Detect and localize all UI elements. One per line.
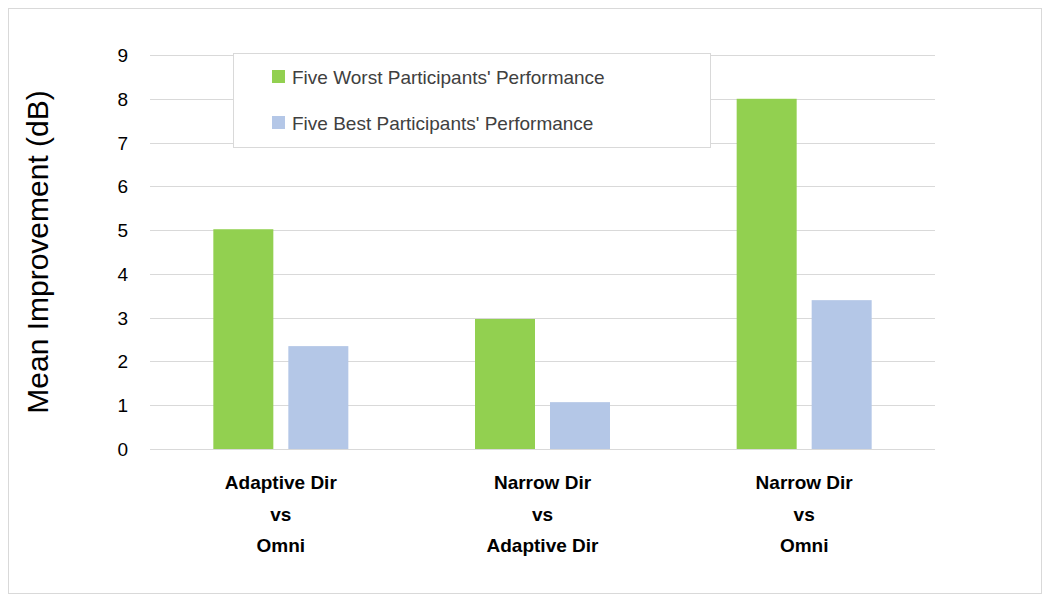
tick-label: 8 [117, 89, 128, 110]
bar [812, 300, 872, 449]
tick-label: 1 [117, 395, 128, 416]
legend-label: Five Worst Participants' Performance [292, 67, 605, 88]
tick-label: 6 [117, 176, 128, 197]
tick-label: 0 [117, 439, 128, 460]
tick-label: 4 [117, 264, 128, 285]
category-label-line: vs [532, 504, 553, 525]
bars [213, 99, 871, 449]
category-label-line: Omni [780, 535, 829, 556]
category-label-line: Narrow Dir [756, 472, 854, 493]
tick-label: 9 [117, 45, 128, 66]
tick-label: 3 [117, 308, 128, 329]
bar [213, 229, 273, 449]
bar [737, 99, 797, 449]
legend-swatch [272, 70, 285, 83]
category-label-line: vs [794, 504, 815, 525]
category-label-line: Omni [257, 535, 306, 556]
category-label: Adaptive Dir vs Omni [225, 472, 338, 556]
category-label: Narrow Dir vs Omni [756, 472, 854, 556]
grid-line [150, 186, 935, 187]
category-label-line: Narrow Dir [494, 472, 592, 493]
y-axis-label: Mean Improvement (dB) [21, 90, 54, 413]
tick-label: 5 [117, 220, 128, 241]
bar [288, 346, 348, 449]
bar [475, 319, 535, 449]
legend-swatch [272, 116, 285, 129]
category-label: Narrow Dir vs Adaptive Dir [487, 472, 600, 556]
legend: Five Worst Participants' Performance Five… [234, 54, 711, 148]
tick-label: 2 [117, 351, 128, 372]
legend-label: Five Best Participants' Performance [292, 113, 593, 134]
chart: 0 1 2 3 4 5 6 7 8 9 Mean Improvement (dB) Adaptive … [0, 0, 1050, 602]
chart-frame [9, 9, 1042, 594]
legend-box [234, 54, 711, 148]
bar [550, 402, 610, 449]
category-label-line: Adaptive Dir [225, 472, 338, 493]
tick-label: 7 [117, 133, 128, 154]
x-axis-line [150, 449, 935, 450]
category-label-line: Adaptive Dir [487, 535, 600, 556]
category-label-line: vs [270, 504, 291, 525]
grid-line [150, 449, 935, 450]
